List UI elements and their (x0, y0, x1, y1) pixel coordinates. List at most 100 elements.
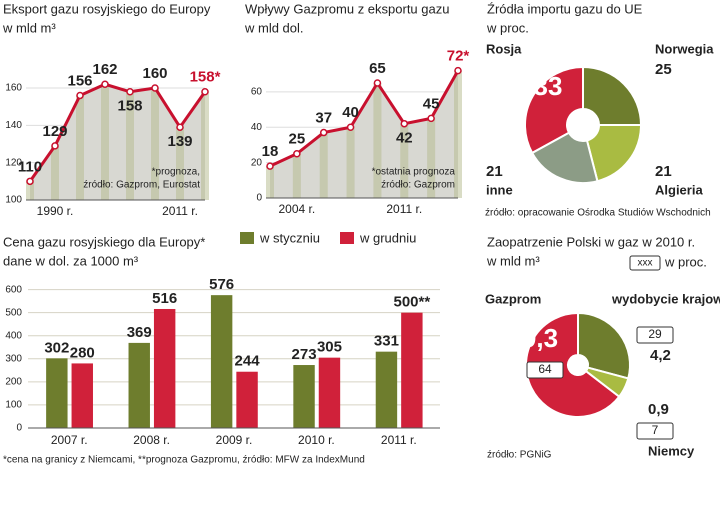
stripe (176, 127, 184, 200)
slice (585, 124, 643, 183)
chart-subtitle: w proc. (486, 20, 529, 35)
bar (71, 363, 93, 428)
note: *cena na granicy z Niemcami, **prognoza … (3, 455, 365, 466)
y-tick-label: 160 (5, 83, 22, 94)
note: źródło: Gazprom (381, 180, 455, 191)
stripe (26, 181, 34, 200)
y-tick-label: 300 (5, 353, 22, 364)
point (266, 162, 274, 170)
note: źródło: Gazprom, Eurostat (83, 180, 200, 191)
line (269, 69, 460, 168)
x-tick-label: 2011 r. (381, 433, 417, 447)
value-label: 25 (289, 131, 306, 148)
chart-title: Wpływy Gazpromu z eksportu gazu (245, 1, 449, 16)
percent-label: 64 (538, 362, 552, 376)
slice (582, 65, 643, 126)
point (201, 87, 209, 96)
value-label: 158 (117, 98, 142, 115)
value-label: 162 (92, 61, 117, 78)
value-label: 21 (655, 163, 672, 180)
value-label: 65 (369, 60, 386, 77)
legend-label: w grudniu (359, 230, 416, 245)
chart-title: Źródła importu gazu do UE (487, 1, 643, 16)
bar (128, 342, 150, 428)
legend-label: w styczniu (259, 230, 320, 245)
chart-title: Zaopatrzenie Polski w gaz w 2010 r. (487, 234, 695, 249)
point (51, 142, 59, 150)
value-label: 273 (292, 346, 317, 363)
value-label: 158* (190, 69, 221, 86)
y-tick-label: 100 (5, 195, 22, 206)
point (454, 66, 462, 75)
y-tick-label: 100 (5, 400, 22, 411)
y-tick-label: 0 (16, 423, 22, 434)
value-label: 280 (70, 344, 95, 361)
chart-subtitle: w mld m³ (486, 253, 540, 268)
chart-subtitle: w mld dol. (244, 20, 304, 35)
slice (577, 311, 631, 380)
value-label: 129 (42, 123, 67, 140)
slice-label: Algieria (655, 182, 703, 197)
note: źródło: PGNiG (487, 450, 552, 461)
stripe (454, 70, 462, 198)
chart-title: Cena gazu rosyjskiego dla Europy* (3, 234, 205, 249)
y-tick-label: 500 (5, 307, 22, 318)
point (319, 128, 328, 137)
bar (401, 312, 423, 428)
slice-label: Gazprom (485, 291, 541, 306)
value-label: 156 (67, 72, 92, 89)
value-label: 331 (374, 333, 399, 350)
bar (153, 308, 176, 428)
value-label: 0,9 (648, 401, 669, 418)
bar (318, 357, 341, 428)
y-tick-label: 20 (251, 157, 263, 168)
legend-label: w proc. (664, 254, 707, 269)
stripe (346, 127, 355, 198)
slice (584, 366, 630, 399)
slice (525, 311, 621, 418)
slice-label: Rosja (486, 41, 522, 56)
percent-box (636, 326, 674, 344)
note: źródło: opracowanie Ośrodka Studiów Wsch… (485, 208, 711, 219)
slice-label: inne (486, 182, 513, 197)
value-label: 37 (315, 110, 332, 127)
value-label: 25 (655, 61, 672, 78)
value-label: 110 (18, 158, 42, 175)
point (151, 84, 159, 92)
bar (375, 351, 398, 428)
point (176, 123, 184, 131)
value-label: 33 (534, 71, 563, 101)
stripe (266, 166, 274, 198)
x-tick-label: 2007 r. (51, 433, 88, 447)
stripe (292, 153, 301, 198)
area (30, 84, 205, 200)
stripe (151, 88, 159, 200)
x-tick-label: 2010 r. (298, 433, 335, 447)
stripe (101, 84, 109, 200)
value-label: 302 (44, 339, 69, 356)
percent-label: 7 (652, 423, 659, 437)
x-tick-label: 2011 r. (386, 202, 422, 216)
note: *prognoza, (152, 167, 200, 178)
stripe (201, 91, 209, 200)
x-tick-label: 2004 r. (279, 202, 316, 216)
chart-subtitle: w mld m³ (2, 20, 56, 35)
area (270, 70, 458, 198)
chart-subtitle: dane w dol. za 1000 m³ (3, 253, 139, 268)
value-label: 305 (317, 339, 342, 356)
point (427, 114, 435, 123)
x-tick-label: 2011 r. (162, 204, 198, 218)
x-tick-label: 2009 r. (216, 433, 253, 447)
slice (530, 131, 599, 184)
point (76, 91, 84, 100)
value-label: 160 (142, 65, 167, 82)
value-label: 42 (396, 130, 413, 147)
bar (236, 371, 258, 428)
point (373, 79, 382, 87)
value-label: 72* (447, 48, 470, 65)
slice-label: Norwegia (655, 41, 714, 56)
y-tick-label: 0 (256, 193, 262, 204)
value-label: 45 (423, 95, 440, 112)
stripe (126, 91, 134, 200)
